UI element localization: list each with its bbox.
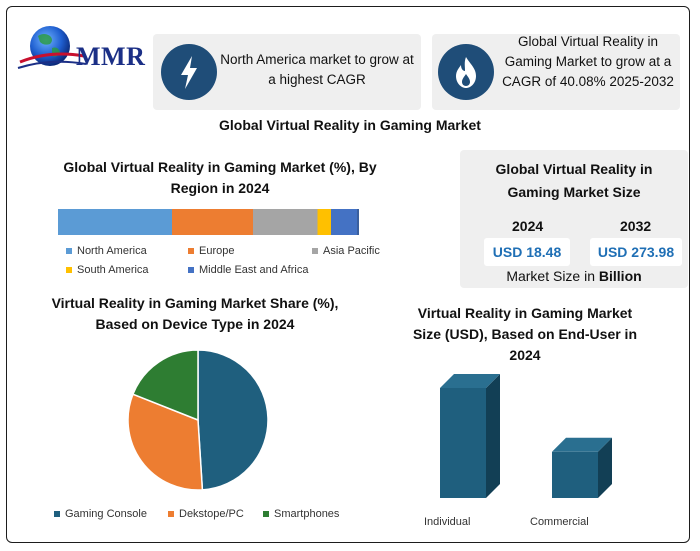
bar-segment-middle-east-and-africa (331, 209, 358, 235)
legend-swatch (66, 267, 72, 274)
info-line: a highest CAGR (268, 72, 366, 87)
region-chart-title: Global Virtual Reality in Gaming Market … (40, 157, 400, 199)
bar-segment-europe (172, 209, 253, 235)
page-frame (6, 6, 690, 543)
legend-label: Smartphones (274, 508, 340, 520)
title-line: Virtual Reality in Gaming Market (417, 305, 633, 321)
info-line: North America market to grow at (220, 52, 414, 67)
legend-swatch (263, 511, 269, 518)
legend-swatch (54, 511, 60, 518)
market-size-caption: Market Size in Billion (460, 268, 688, 284)
title-line: Size (USD), Based on End-User in (412, 326, 638, 342)
main-title: Global Virtual Reality in Gaming Market (219, 117, 481, 133)
legend-swatch (66, 248, 72, 255)
device-pie-chart (127, 349, 269, 491)
pie-slice-gaming-console (197, 349, 269, 491)
legend-item-europe: Europe (188, 245, 234, 257)
bar-segment-asia-pacific (253, 209, 318, 235)
legend-item-south-america: South America (66, 264, 149, 276)
info-text-north-america: North America market to grow at a highes… (217, 50, 417, 90)
legend-swatch (312, 248, 318, 255)
year-2032-label: 2032 (620, 218, 652, 234)
year-2024-label: 2024 (512, 218, 544, 234)
end-user-bar-chart (440, 374, 612, 498)
title-line: Based on Device Type in 2024 (95, 316, 295, 332)
legend-swatch (188, 248, 194, 255)
title-line: Region in 2024 (170, 180, 270, 196)
legend-label: Gaming Console (65, 508, 147, 520)
pie-slice-smartphones (131, 349, 199, 422)
brand-logo (17, 26, 87, 69)
bar-individual-top (440, 374, 500, 388)
category-label-commercial: Commercial (530, 516, 589, 528)
legend-item-north-america: North America (66, 245, 147, 257)
title-line: Gaming Market Size (507, 184, 641, 200)
info-line: Global Virtual Reality in (517, 34, 659, 49)
caption-prefix: Market Size in (506, 268, 599, 284)
region-stacked-bar (58, 209, 359, 235)
value-2024: USD 18.48 (484, 238, 570, 266)
legend-swatch (188, 267, 194, 274)
legend-item-gaming-console: Gaming Console (54, 508, 147, 520)
bar-edge (357, 209, 359, 235)
bar-commercial (552, 451, 598, 498)
info-text-cagr: Global Virtual Reality in Gaming Market … (498, 32, 678, 92)
globe-icon (30, 26, 70, 66)
bar-individual-side (486, 374, 500, 498)
legend-label: Europe (199, 245, 235, 257)
info-box-cagr: Global Virtual Reality in Gaming Market … (432, 34, 680, 110)
title-line: Virtual Reality in Gaming Market Share (… (51, 295, 339, 311)
end-user-chart-title: Virtual Reality in Gaming Market Size (U… (400, 303, 650, 366)
category-label-individual: Individual (424, 516, 471, 528)
lightning-bolt-icon (161, 44, 217, 100)
legend-label: Asia Pacific (323, 245, 380, 257)
caption-unit: Billion (598, 268, 642, 284)
info-box-north-america: North America market to grow at a highes… (153, 34, 421, 110)
legend-swatch (168, 511, 174, 518)
legend-item-asia-pacific: Asia Pacific (312, 245, 380, 257)
bar-segment-north-america (58, 209, 172, 235)
device-chart-title: Virtual Reality in Gaming Market Share (… (30, 293, 360, 335)
bar-commercial-side (598, 437, 612, 498)
title-line: Global Virtual Reality in Gaming Market … (63, 159, 377, 175)
legend-label: Middle East and Africa (199, 264, 309, 276)
bar-commercial-top (552, 437, 612, 452)
bar-individual (440, 388, 486, 498)
pie-slice-dekstope-pc (127, 393, 204, 491)
title-line: Global Virtual Reality in (495, 161, 653, 177)
bar-segment-south-america (317, 209, 331, 235)
legend-item-desktop-pc: Dekstope/PC (168, 508, 244, 520)
legend-label: Dekstope/PC (179, 508, 244, 520)
legend-item-smartphones: Smartphones (263, 508, 339, 520)
legend-label: North America (77, 245, 147, 257)
flame-icon (438, 44, 494, 100)
info-line: Gaming Market to grow at a (504, 54, 672, 69)
brand-logo-text: MMR (76, 42, 146, 71)
title-line: 2024 (509, 347, 541, 363)
info-line: CAGR of 40.08% 2025-2032 (502, 74, 674, 89)
legend-label: South America (77, 264, 149, 276)
value-2032: USD 273.98 (590, 238, 682, 266)
legend-item-middle-east-africa: Middle East and Africa (188, 264, 308, 276)
market-size-title: Global Virtual Reality in Gaming Market … (460, 158, 688, 204)
